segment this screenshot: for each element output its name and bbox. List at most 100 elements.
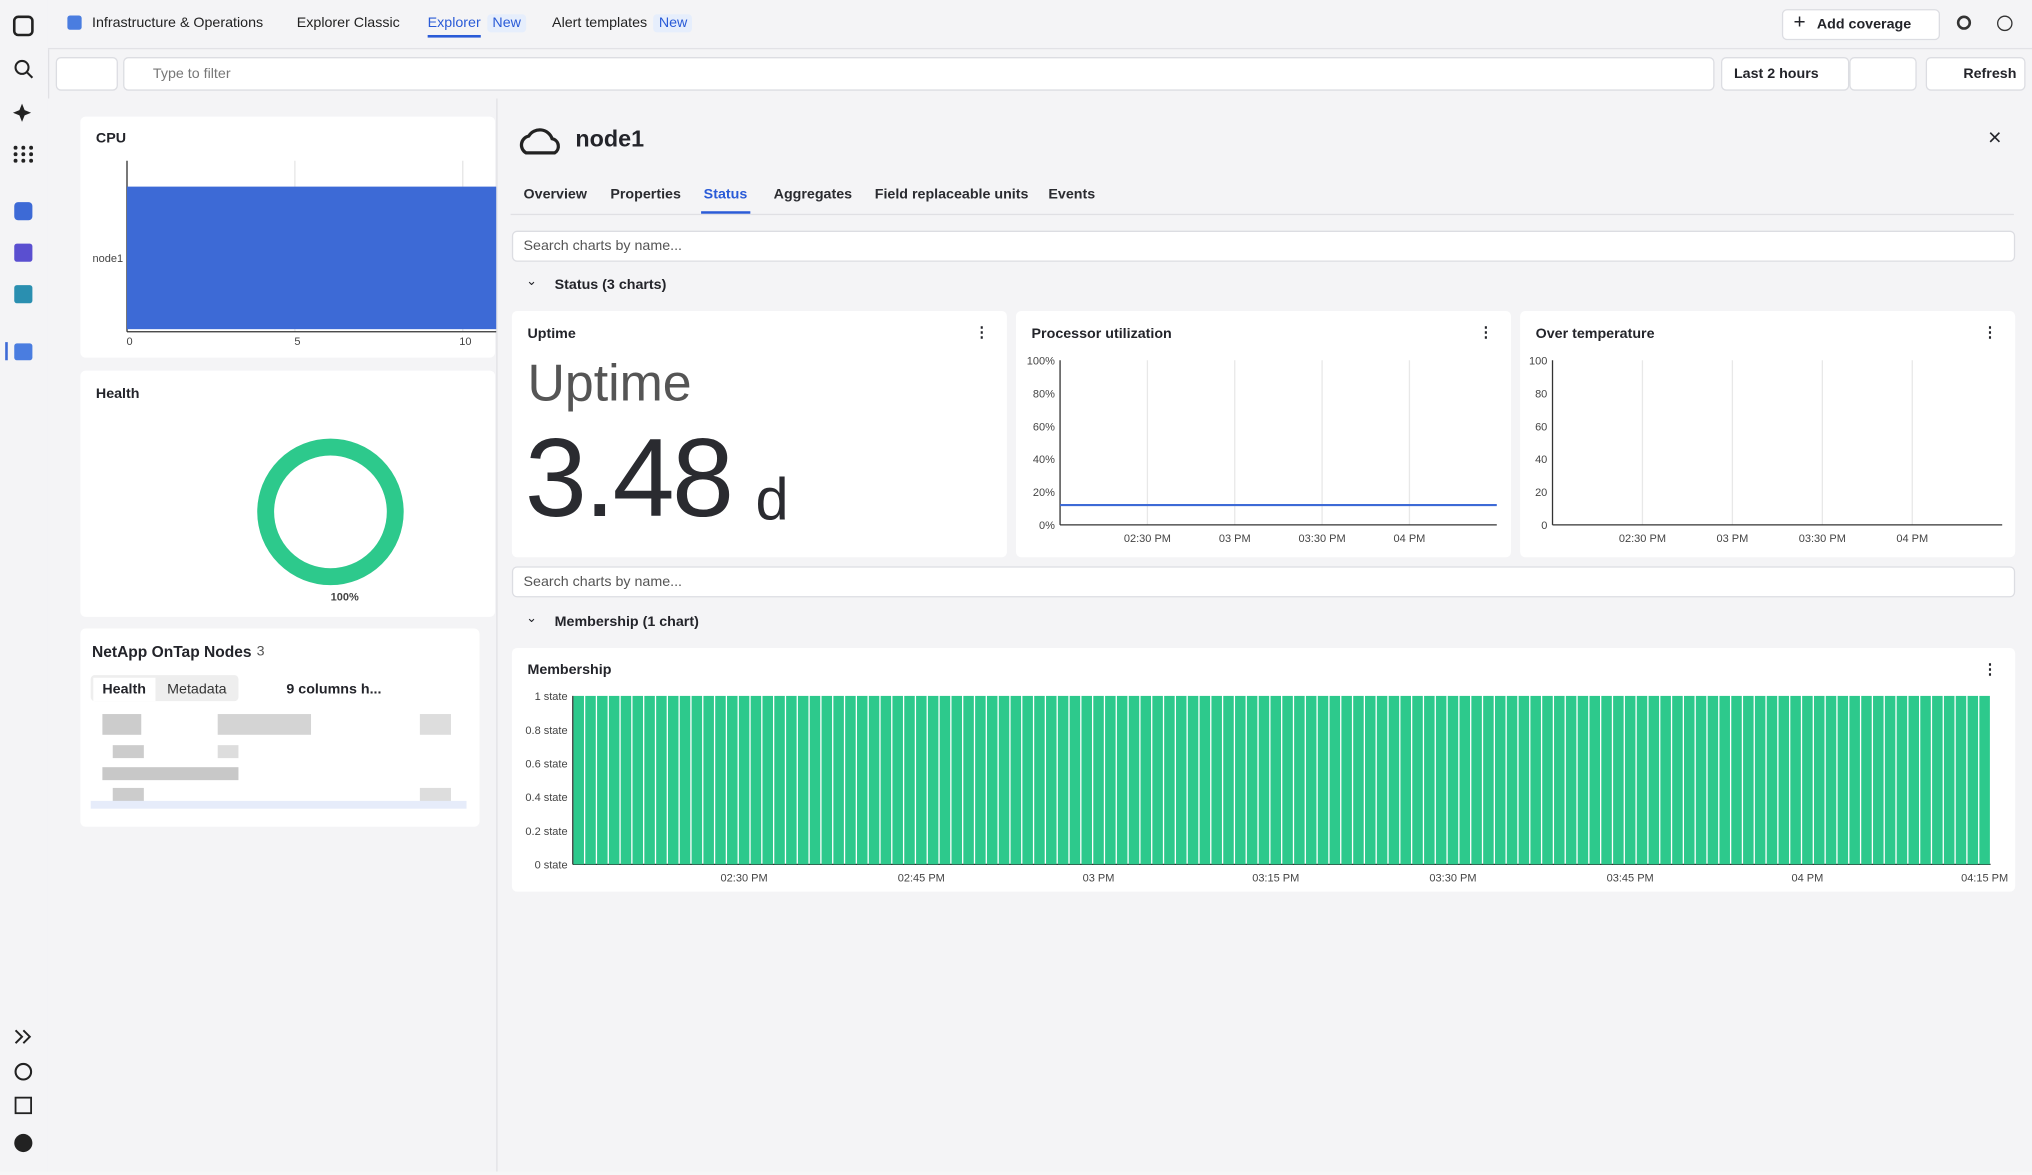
x-tick-label: 03 PM — [1083, 873, 1115, 885]
bar — [1849, 695, 1860, 865]
bar — [762, 695, 773, 865]
timeframe-select[interactable]: Last 2 hours — [1720, 57, 1850, 91]
y-tick-label: 40% — [1033, 454, 1055, 466]
bar — [1152, 695, 1163, 865]
y-tick-label: 20 — [1535, 487, 1547, 499]
bar — [1813, 695, 1825, 865]
entity-type-select[interactable] — [55, 57, 118, 91]
app-icon[interactable] — [14, 285, 33, 304]
chevron[interactable]: ⌄ — [526, 274, 538, 289]
bar — [1554, 695, 1565, 865]
chart-icon[interactable] — [14, 1096, 33, 1115]
section-title[interactable]: Membership (1 chart) — [554, 614, 699, 630]
chart-search[interactable]: Search charts by name... — [511, 566, 2016, 598]
nav-tab[interactable]: Infrastructure & Operations — [92, 16, 263, 32]
menu-button[interactable]: ⋮ — [1982, 662, 1998, 678]
health-card: Health — [80, 370, 496, 617]
bar — [998, 695, 1010, 865]
bar — [1187, 695, 1199, 865]
bar — [1577, 695, 1589, 865]
bar — [1128, 695, 1140, 865]
bar — [608, 695, 620, 865]
help-icon[interactable] — [14, 1062, 33, 1081]
app-icon[interactable] — [14, 202, 33, 221]
detail-tab[interactable]: Status — [701, 187, 750, 214]
y-tick-label: 80 — [1535, 388, 1547, 400]
bar — [1624, 695, 1636, 865]
bar — [916, 695, 927, 865]
bar — [1093, 695, 1104, 865]
filter-input[interactable]: Type to filter — [123, 57, 1715, 91]
time-shift-buttons[interactable] — [1849, 57, 1917, 91]
detail-tab[interactable]: Events — [1048, 186, 1096, 203]
bar — [1010, 695, 1022, 865]
ai-icon[interactable] — [12, 103, 32, 122]
detail-tab[interactable]: Properties — [610, 186, 681, 203]
sidebar — [0, 0, 50, 1172]
menu-button[interactable]: ⋮ — [974, 325, 989, 341]
menu-button[interactable]: ⋮ — [1478, 325, 1493, 341]
tab[interactable]: Metadata — [167, 681, 227, 698]
bar — [1648, 695, 1660, 865]
nav-tab-label: Infrastructure & Operations — [92, 15, 264, 32]
chevron[interactable]: ⌄ — [526, 611, 538, 626]
user-avatar[interactable] — [14, 1133, 33, 1153]
processor-card: Processor utilization ⋮ — [1016, 311, 1512, 558]
bar — [1743, 695, 1754, 865]
bar — [1660, 695, 1671, 865]
y-tick-label: 0 — [1541, 520, 1547, 532]
card-title: Processor utilization — [1031, 326, 1172, 343]
add-coverage-button[interactable]: Add coverage + — [1781, 9, 1940, 41]
x-tick-label: 03:45 PM — [1607, 873, 1654, 885]
nav-tab[interactable]: Explorer Classic — [297, 16, 400, 32]
apps-icon[interactable] — [13, 145, 34, 163]
refresh-button[interactable]: Refresh — [1925, 57, 2026, 91]
bar — [1282, 695, 1293, 865]
x-tick-label: 04 PM — [1394, 533, 1426, 545]
card-title: CPU — [95, 130, 127, 147]
blurred-cell — [102, 714, 142, 735]
settings-icon[interactable] — [1956, 15, 1972, 30]
timeframe-label: Last 2 hours — [1733, 66, 1819, 82]
expand-icon[interactable] — [14, 1029, 32, 1044]
bar — [1719, 695, 1730, 865]
bar — [1246, 695, 1258, 865]
help-icon[interactable] — [1997, 15, 2013, 32]
bar — [620, 695, 632, 865]
columns-button[interactable]: 9 columns h... — [286, 681, 382, 698]
y-tick-label: node1 — [93, 253, 124, 265]
bar — [951, 695, 963, 865]
nav-tab-label: Alert templates — [552, 15, 648, 32]
detail-tab[interactable]: Field replaceable units — [874, 186, 1029, 203]
nav-tab[interactable]: Alert templates New — [552, 14, 693, 33]
section-title[interactable]: Status (3 charts) — [554, 277, 667, 293]
uptime-unit: d — [755, 465, 789, 533]
bar — [1979, 695, 1990, 865]
chart-search[interactable]: Search charts by name... — [511, 230, 2016, 262]
detail-tab[interactable]: Aggregates — [773, 186, 853, 203]
bar — [1518, 695, 1530, 865]
menu-button[interactable]: ⋮ — [1982, 325, 1998, 341]
app-logo — [67, 15, 82, 30]
app-icon[interactable] — [14, 343, 33, 361]
app-icon[interactable] — [14, 243, 33, 262]
y-tick-label: 1 state — [535, 691, 568, 703]
bar — [880, 695, 892, 865]
bar — [1707, 695, 1719, 865]
bar — [1022, 695, 1033, 865]
bar — [703, 695, 714, 865]
bar — [727, 695, 738, 865]
nav-tab-label: Explorer — [427, 15, 481, 38]
tab[interactable]: Health — [93, 677, 156, 702]
logo[interactable] — [12, 15, 34, 37]
detail-tab[interactable]: Overview — [523, 186, 587, 203]
search-icon[interactable] — [14, 59, 30, 75]
blurred-cell — [419, 714, 451, 735]
bar — [927, 695, 939, 865]
nav-tab[interactable]: Explorer New — [427, 14, 527, 38]
close-button[interactable]: × — [1987, 124, 2002, 151]
bar — [1565, 695, 1577, 865]
health-chart: 100% — [257, 438, 404, 603]
bar — [1376, 695, 1388, 865]
